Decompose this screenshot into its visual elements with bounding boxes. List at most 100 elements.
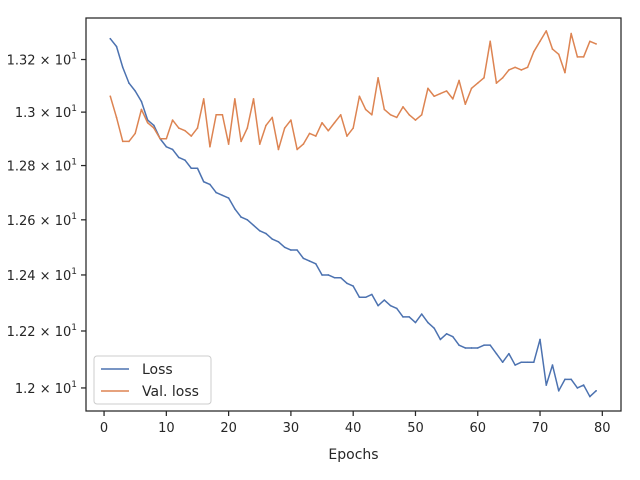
data-point (271, 238, 274, 240)
x-tick-label: 60 (469, 421, 486, 436)
data-point (427, 87, 429, 90)
data-point (564, 378, 566, 381)
series-layer (109, 30, 597, 398)
y-axis: 1.2 × 101 1.22 × 101 1.24 × 101 1.26 × 101 1… (7, 52, 86, 397)
data-point (377, 77, 379, 79)
data-point (171, 148, 174, 151)
x-axis: 0 10 20 30 40 50 60 70 80 (100, 411, 611, 436)
legend-box (93, 355, 212, 405)
data-point (570, 32, 572, 35)
data-point (476, 347, 479, 349)
data-point (327, 129, 330, 132)
data-point (209, 183, 211, 186)
data-point (483, 344, 485, 346)
data-point (246, 219, 249, 221)
data-point (215, 191, 217, 194)
data-point (159, 137, 161, 140)
data-point (557, 53, 560, 56)
data-point (240, 216, 242, 218)
data-point (458, 79, 460, 82)
data-point (414, 321, 417, 324)
data-point (184, 159, 186, 161)
data-point (202, 98, 205, 100)
data-point (576, 387, 579, 389)
data-point (115, 45, 118, 48)
x-tick-label: 50 (407, 421, 424, 436)
data-point (557, 390, 560, 392)
data-point (501, 77, 504, 79)
data-point (402, 106, 404, 108)
y-tick-label: 1.32 × 101 (7, 52, 77, 69)
data-point (545, 384, 548, 386)
data-point (196, 127, 199, 129)
data-point (551, 364, 554, 366)
y-tick-label: 1.26 × 101 (7, 212, 77, 229)
data-point (184, 129, 186, 132)
data-point (215, 113, 217, 116)
data-point (501, 361, 504, 364)
data-point (420, 313, 423, 315)
data-point (383, 299, 386, 301)
x-tick-label: 10 (158, 421, 175, 436)
data-point (595, 43, 597, 45)
data-point (109, 95, 112, 98)
data-point (564, 71, 566, 74)
data-point (196, 167, 199, 170)
data-point (115, 116, 118, 119)
data-point (377, 304, 379, 307)
series-1 (109, 30, 597, 151)
data-point (433, 327, 435, 329)
data-point (321, 121, 323, 124)
data-point (358, 95, 361, 98)
data-point (190, 135, 193, 137)
data-point (128, 140, 130, 143)
x-axis-label: Epochs (328, 447, 378, 463)
x-tick-label: 70 (532, 421, 549, 436)
data-point (290, 119, 292, 121)
data-point (445, 333, 448, 335)
data-point (520, 361, 523, 364)
data-point (420, 113, 423, 116)
data-point (526, 66, 529, 69)
data-point (352, 285, 354, 287)
data-point (308, 132, 311, 135)
data-point (383, 108, 386, 111)
data-point (427, 321, 429, 324)
data-point (146, 121, 149, 124)
data-point (302, 257, 305, 260)
data-point (445, 90, 448, 92)
data-point (290, 249, 292, 251)
data-point (508, 69, 510, 71)
data-point (339, 276, 342, 279)
data-point (165, 137, 168, 140)
data-point (165, 145, 168, 148)
y-tick-label: 1.28 × 101 (7, 158, 77, 175)
data-point (508, 352, 510, 355)
data-point (371, 293, 373, 296)
data-point (371, 113, 373, 116)
data-point (514, 364, 516, 366)
data-point (209, 145, 211, 148)
data-point (582, 56, 585, 58)
legend-label: Val. loss (142, 384, 199, 400)
data-point (227, 197, 230, 199)
data-point (296, 148, 298, 151)
data-point (539, 40, 541, 43)
legend-label: Loss (142, 362, 173, 378)
data-point (271, 116, 274, 119)
data-point (439, 338, 442, 341)
data-point (109, 37, 112, 40)
data-point (252, 98, 255, 100)
data-point (315, 135, 317, 137)
data-point (395, 307, 398, 310)
data-point (258, 229, 261, 232)
data-point (458, 344, 460, 346)
data-point (483, 77, 485, 79)
y-tick-label: 1.24 × 101 (7, 267, 77, 284)
data-point (333, 276, 336, 279)
data-point (296, 249, 298, 251)
data-point (240, 140, 242, 143)
data-point (520, 69, 523, 71)
data-point (489, 344, 492, 346)
